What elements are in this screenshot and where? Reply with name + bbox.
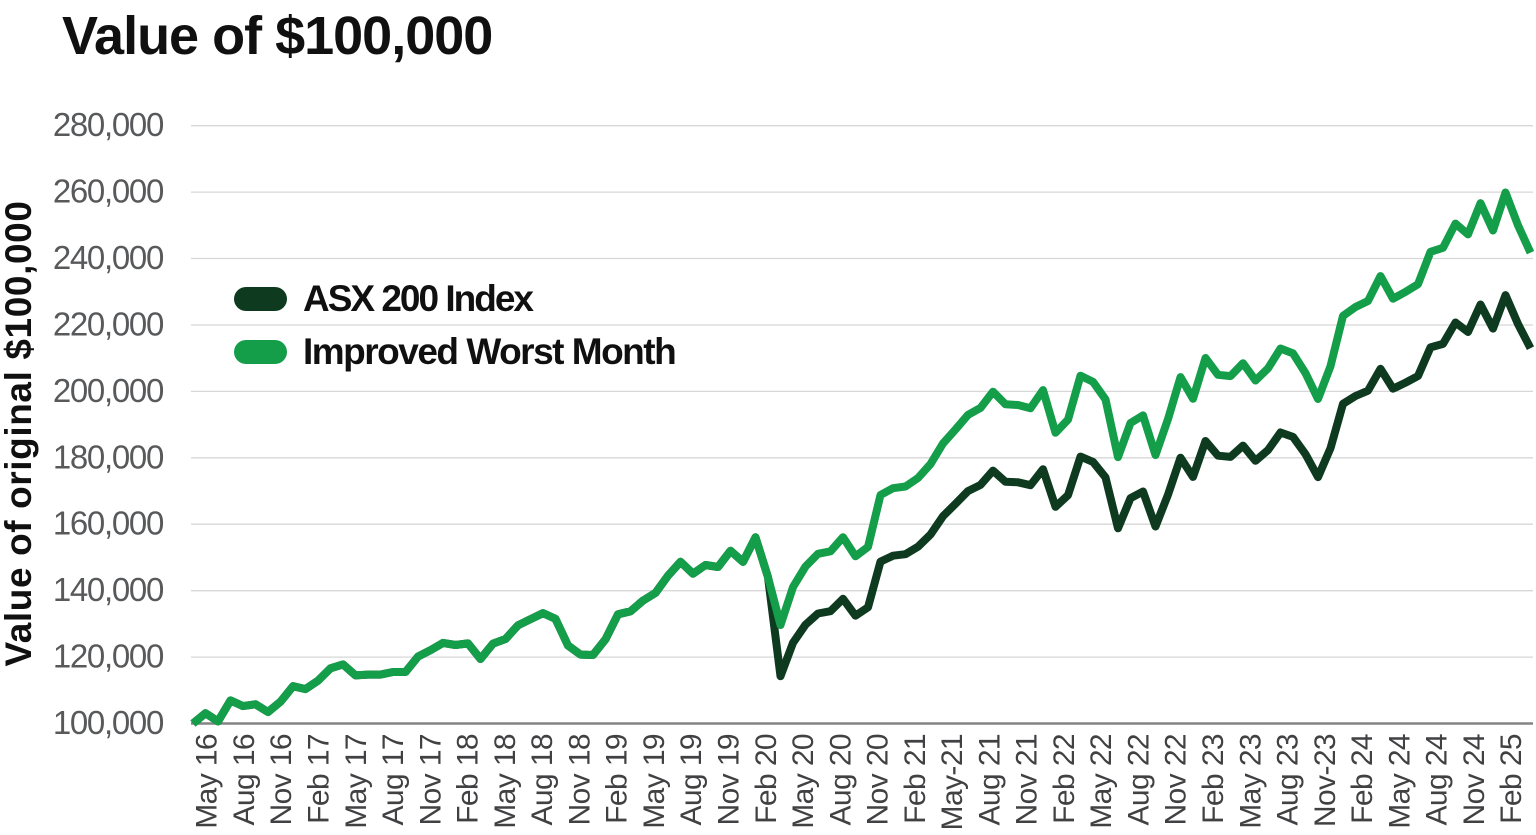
svg-text:Nov 22: Nov 22 (1160, 734, 1193, 825)
svg-text:Feb 24: Feb 24 (1346, 734, 1379, 824)
svg-text:May 20: May 20 (787, 734, 820, 829)
svg-text:Value of original $100,000: Value of original $100,000 (0, 201, 39, 667)
svg-text:Nov 19: Nov 19 (713, 734, 746, 825)
svg-text:May 19: May 19 (638, 734, 671, 829)
svg-text:160,000: 160,000 (53, 505, 164, 542)
svg-text:Nov 21: Nov 21 (1011, 734, 1044, 825)
svg-text:Aug 20: Aug 20 (824, 734, 857, 825)
svg-text:Aug 19: Aug 19 (675, 734, 708, 825)
svg-text:May 22: May 22 (1085, 734, 1118, 829)
svg-text:Aug 18: Aug 18 (526, 734, 559, 825)
svg-text:240,000: 240,000 (53, 239, 164, 276)
svg-text:Improved Worst Month: Improved Worst Month (303, 331, 675, 372)
svg-text:Aug 21: Aug 21 (973, 734, 1006, 825)
svg-text:Aug 22: Aug 22 (1123, 734, 1156, 825)
svg-text:Feb 19: Feb 19 (601, 734, 634, 824)
svg-text:Nov 17: Nov 17 (414, 734, 447, 825)
svg-text:Nov 18: Nov 18 (563, 734, 596, 825)
svg-text:May 16: May 16 (191, 734, 224, 829)
svg-text:200,000: 200,000 (53, 372, 164, 409)
svg-text:Nov 24: Nov 24 (1458, 734, 1491, 825)
svg-text:Feb 18: Feb 18 (452, 734, 485, 824)
svg-text:ASX 200 Index: ASX 200 Index (303, 278, 534, 319)
svg-text:Nov-23: Nov-23 (1309, 734, 1342, 827)
svg-text:May 18: May 18 (489, 734, 522, 829)
svg-text:May 24: May 24 (1383, 734, 1416, 829)
svg-text:280,000: 280,000 (53, 106, 164, 143)
svg-text:220,000: 220,000 (53, 306, 164, 343)
svg-text:Nov 20: Nov 20 (862, 734, 895, 825)
svg-text:140,000: 140,000 (53, 571, 164, 608)
svg-text:180,000: 180,000 (53, 438, 164, 475)
svg-text:Aug 16: Aug 16 (228, 734, 261, 825)
svg-text:260,000: 260,000 (53, 173, 164, 210)
svg-text:Feb 25: Feb 25 (1495, 734, 1528, 824)
svg-text:Aug 23: Aug 23 (1272, 734, 1305, 825)
svg-text:Feb 22: Feb 22 (1048, 734, 1081, 824)
svg-text:May-21: May-21 (936, 734, 969, 830)
svg-text:Feb 17: Feb 17 (303, 734, 336, 824)
svg-text:Feb 23: Feb 23 (1197, 734, 1230, 824)
svg-text:Nov 16: Nov 16 (265, 734, 298, 825)
svg-text:Aug 17: Aug 17 (377, 734, 410, 825)
svg-text:Feb 20: Feb 20 (750, 734, 783, 824)
svg-text:Value of $100,000: Value of $100,000 (62, 6, 492, 66)
svg-text:120,000: 120,000 (53, 638, 164, 675)
svg-text:May 23: May 23 (1234, 734, 1267, 829)
svg-text:100,000: 100,000 (53, 704, 164, 741)
svg-text:Aug 24: Aug 24 (1421, 734, 1454, 825)
svg-text:Feb 21: Feb 21 (899, 734, 932, 824)
svg-text:May 17: May 17 (340, 734, 373, 829)
